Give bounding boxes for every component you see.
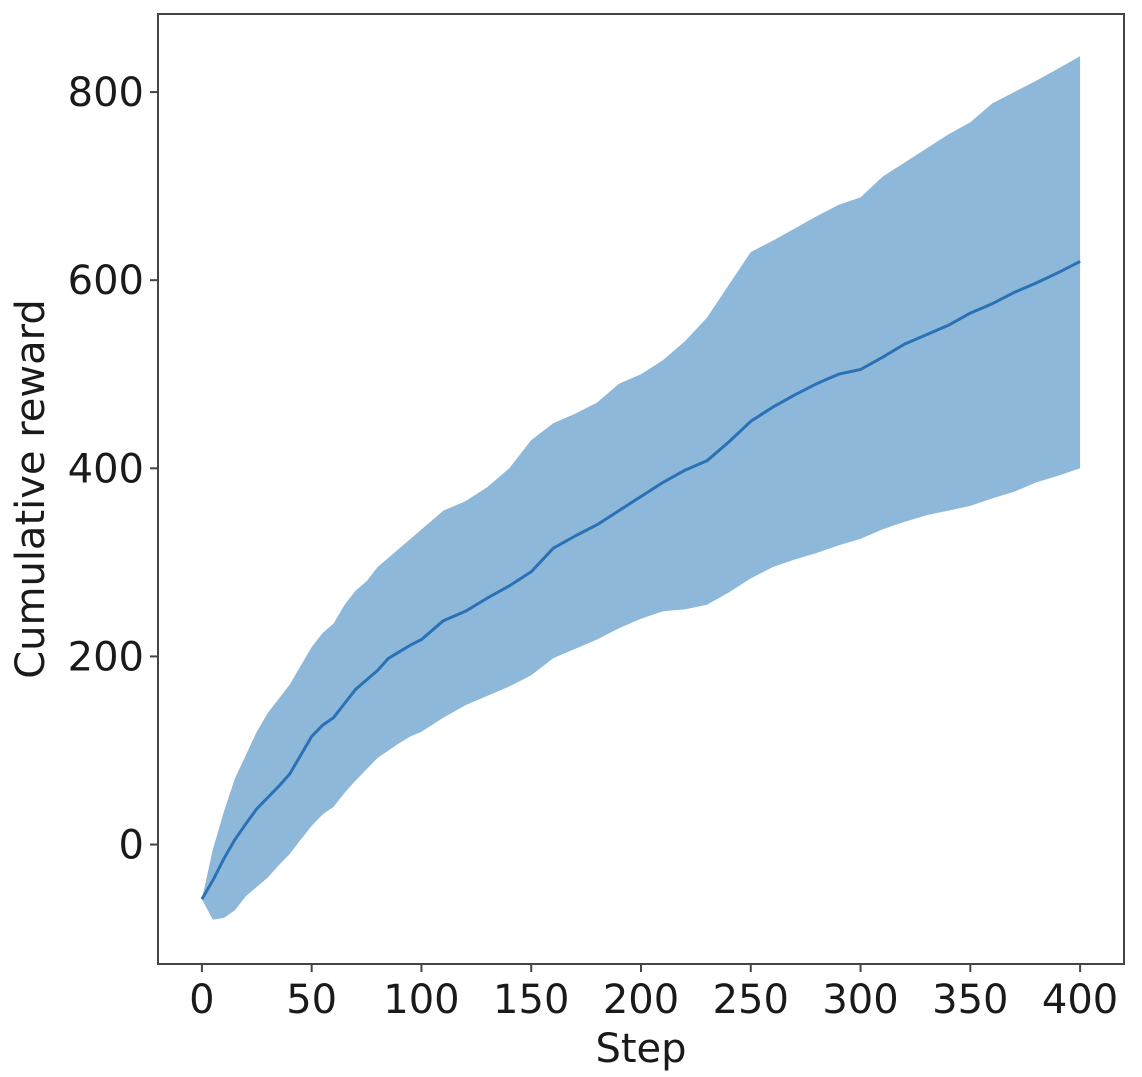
x-tick-label: 100	[383, 977, 459, 1023]
x-tick-label: 400	[1042, 977, 1118, 1023]
x-tick-label: 250	[713, 977, 789, 1023]
x-tick-label: 0	[189, 977, 214, 1023]
plot-area	[200, 56, 1081, 920]
y-tick-label: 200	[68, 634, 144, 680]
y-tick-label: 800	[68, 70, 144, 116]
x-tick-label: 200	[603, 977, 679, 1023]
confidence-band	[201, 56, 1081, 920]
y-tick-label: 400	[68, 446, 144, 492]
x-tick-label: 50	[286, 977, 337, 1023]
x-axis: 0 50 100 150 200 250 300 350 400	[189, 964, 1118, 1023]
x-tick-label: 350	[932, 977, 1008, 1023]
x-tick-label: 300	[822, 977, 898, 1023]
y-tick-label: 0	[119, 823, 144, 869]
y-tick-label: 600	[68, 258, 144, 304]
y-axis: 0 200 400 600 800	[68, 70, 158, 869]
x-tick-label: 150	[493, 977, 569, 1023]
mean-line	[200, 260, 1081, 900]
x-axis-label: Step	[595, 1026, 686, 1072]
y-axis-label: Cumulative reward	[8, 299, 54, 679]
